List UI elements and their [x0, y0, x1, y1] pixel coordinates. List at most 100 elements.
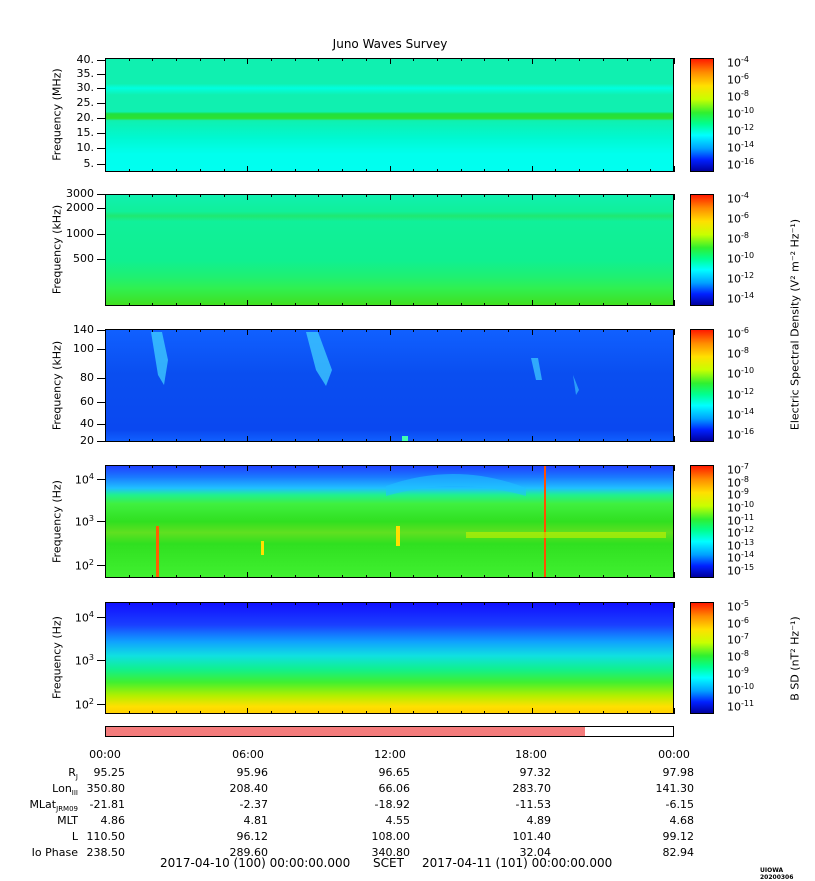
y-tick-mark [97, 704, 105, 705]
x-tick-mark [674, 572, 675, 578]
x-tick-mark [294, 329, 296, 332]
x-tick-mark [176, 711, 178, 714]
x-tick-mark [128, 169, 130, 172]
x-tick-mark [650, 329, 652, 332]
time-tick-label: 06:00 [232, 748, 264, 761]
ephemeris-row-label: MLatJRM09 [29, 798, 78, 814]
x-tick-mark [579, 329, 581, 332]
x-tick-mark [602, 169, 604, 172]
colorbar-tick-label: 10-8 [727, 346, 749, 361]
x-tick-mark [484, 194, 486, 197]
x-tick-mark [152, 329, 154, 332]
x-tick-mark [555, 194, 557, 197]
x-tick-mark [294, 465, 296, 468]
x-tick-mark [531, 329, 533, 335]
x-tick-mark [342, 169, 344, 172]
x-tick-mark [650, 303, 652, 306]
colorbar-tick-label: 10-12 [727, 525, 755, 540]
x-tick-mark [247, 58, 249, 64]
colorbar-tick-label: 10-10 [727, 366, 755, 382]
x-tick-mark [531, 602, 533, 608]
y-tick-mark [97, 330, 105, 331]
ephemeris-value: 108.00 [371, 830, 411, 843]
x-tick-mark [460, 303, 462, 306]
x-tick-mark [152, 303, 154, 306]
x-tick-mark [460, 711, 462, 714]
x-tick-mark [294, 169, 296, 172]
colorbar-tick-label: 10-4 [727, 55, 749, 70]
ephemeris-value: 4.55 [385, 814, 411, 827]
y-tick-label: 102 [74, 697, 94, 712]
x-tick-mark [294, 194, 296, 197]
ephemeris-value: 82.94 [662, 846, 695, 859]
y-tick-label: 20 [80, 434, 94, 447]
x-tick-mark [460, 575, 462, 578]
x-tick-mark [223, 465, 225, 468]
x-tick-mark [579, 169, 581, 172]
time-tick-label: 18:00 [515, 748, 547, 761]
x-tick-mark [413, 169, 415, 172]
x-tick-mark [389, 194, 391, 200]
x-tick-mark [508, 303, 510, 306]
emission-features [156, 466, 666, 577]
x-tick-mark [176, 329, 178, 332]
ephemeris-value: 208.40 [229, 782, 269, 795]
x-tick-mark [413, 602, 415, 605]
ephemeris-row-label: Io Phase [31, 846, 78, 859]
x-tick-mark [579, 602, 581, 605]
emission-features [151, 332, 579, 441]
ephemeris-value: 340.80 [371, 846, 411, 859]
colorbar-4 [690, 465, 714, 578]
x-tick-mark [484, 575, 486, 578]
x-tick-mark [342, 303, 344, 306]
y-tick-mark [97, 103, 105, 104]
ephemeris-value: 95.96 [236, 766, 269, 779]
x-tick-mark [460, 329, 462, 332]
x-tick-mark [389, 572, 391, 578]
y-tick-mark [97, 349, 105, 350]
colorbar-tick-label: 10-14 [727, 550, 755, 566]
y-tick-mark [97, 133, 105, 134]
x-tick-mark [413, 465, 415, 468]
ephemeris-value: -18.92 [374, 798, 410, 811]
x-tick-mark [484, 439, 486, 442]
x-tick-mark [105, 166, 106, 172]
spectrogram-panel-5 [105, 602, 674, 714]
x-tick-mark [270, 58, 272, 61]
x-tick-mark [152, 58, 154, 61]
x-tick-mark [389, 602, 391, 608]
x-tick-mark [508, 58, 510, 61]
x-tick-mark [294, 58, 296, 61]
x-tick-mark [484, 711, 486, 714]
x-tick-mark [247, 708, 249, 714]
x-tick-mark [555, 303, 557, 306]
x-tick-mark [294, 711, 296, 714]
x-tick-mark [105, 465, 106, 471]
colorbar-tick-label: 10-10 [727, 499, 755, 515]
x-tick-mark [484, 465, 486, 468]
spectrogram-panel-1 [105, 58, 674, 172]
colorbar-tick-label: 10-14 [727, 140, 755, 155]
x-tick-mark [484, 169, 486, 172]
ephemeris-value: 96.65 [378, 766, 411, 779]
x-tick-mark [318, 465, 320, 468]
colorbar-tick-label: 10-6 [727, 211, 749, 226]
y-tick-mark [97, 660, 105, 661]
x-tick-mark [413, 58, 415, 61]
ephemeris-row-label: MLT [57, 814, 78, 827]
y-tick-mark [97, 194, 105, 195]
x-tick-mark [105, 572, 106, 578]
footer-start: 2017-04-10 (100) 00:00:00.000 [160, 856, 351, 870]
x-tick-mark [223, 329, 225, 332]
colorbar-tick-label: 10-8 [727, 231, 749, 246]
x-tick-mark [555, 58, 557, 61]
x-tick-mark [176, 303, 178, 306]
x-tick-mark [626, 169, 628, 172]
x-tick-mark [128, 575, 130, 578]
y-tick-label: 15. [76, 126, 95, 139]
colorbar-tick-label: 10-5 [727, 599, 749, 614]
chart-title: Juno Waves Survey [332, 37, 448, 51]
time-tick-label: 12:00 [374, 748, 406, 761]
spectrogram-panel-2 [105, 194, 674, 306]
x-tick-mark [199, 602, 201, 605]
